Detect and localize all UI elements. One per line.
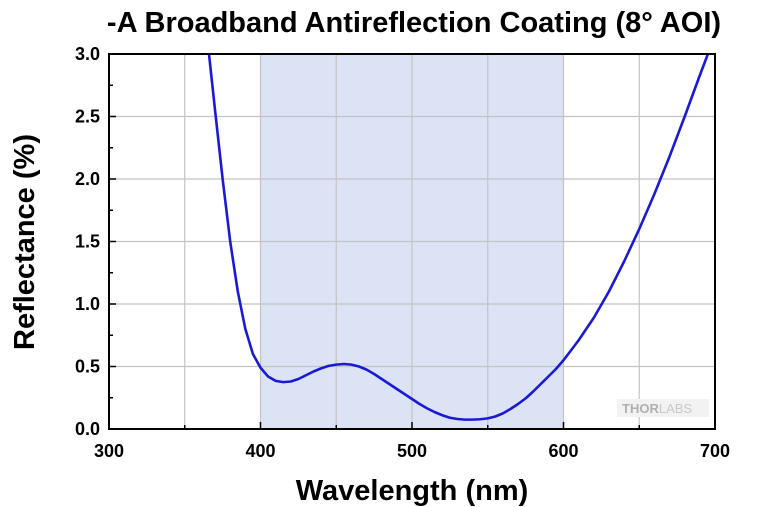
y-tick-label: 2.0: [75, 169, 100, 189]
thorlabs-logo: THORLABS: [617, 399, 709, 417]
x-tick-label: 600: [548, 441, 578, 461]
plot-area: [207, 54, 710, 421]
y-tick-label: 3.0: [75, 44, 100, 64]
y-axis-label: Reflectance (%): [9, 134, 41, 350]
tick-labels: 300 400 500 600 700 0.0 0.5 1.0 1.5 2.0 2.5 3.0: [75, 44, 730, 461]
x-tick-label: 300: [94, 441, 124, 461]
y-tick-label: 1.5: [75, 232, 100, 252]
x-tick-label: 500: [397, 441, 427, 461]
svg-text:THORLABS: THORLABS: [622, 401, 692, 416]
logo-thor: THOR: [622, 401, 659, 416]
plot-frame: [108, 53, 716, 430]
y-tick-label: 0.5: [75, 357, 100, 377]
logo-labs: LABS: [659, 401, 693, 416]
grid: [109, 54, 715, 429]
x-tick-label: 400: [245, 441, 275, 461]
x-axis-label: Wavelength (nm): [296, 475, 529, 507]
y-tick-label: 1.0: [75, 294, 100, 314]
x-tick-label: 700: [700, 441, 730, 461]
y-tick-label: 2.5: [75, 107, 100, 127]
chart-title: -A Broadband Antireflection Coating (8° …: [107, 7, 721, 39]
y-tick-label: 0.0: [75, 419, 100, 439]
series-line: [207, 54, 710, 421]
